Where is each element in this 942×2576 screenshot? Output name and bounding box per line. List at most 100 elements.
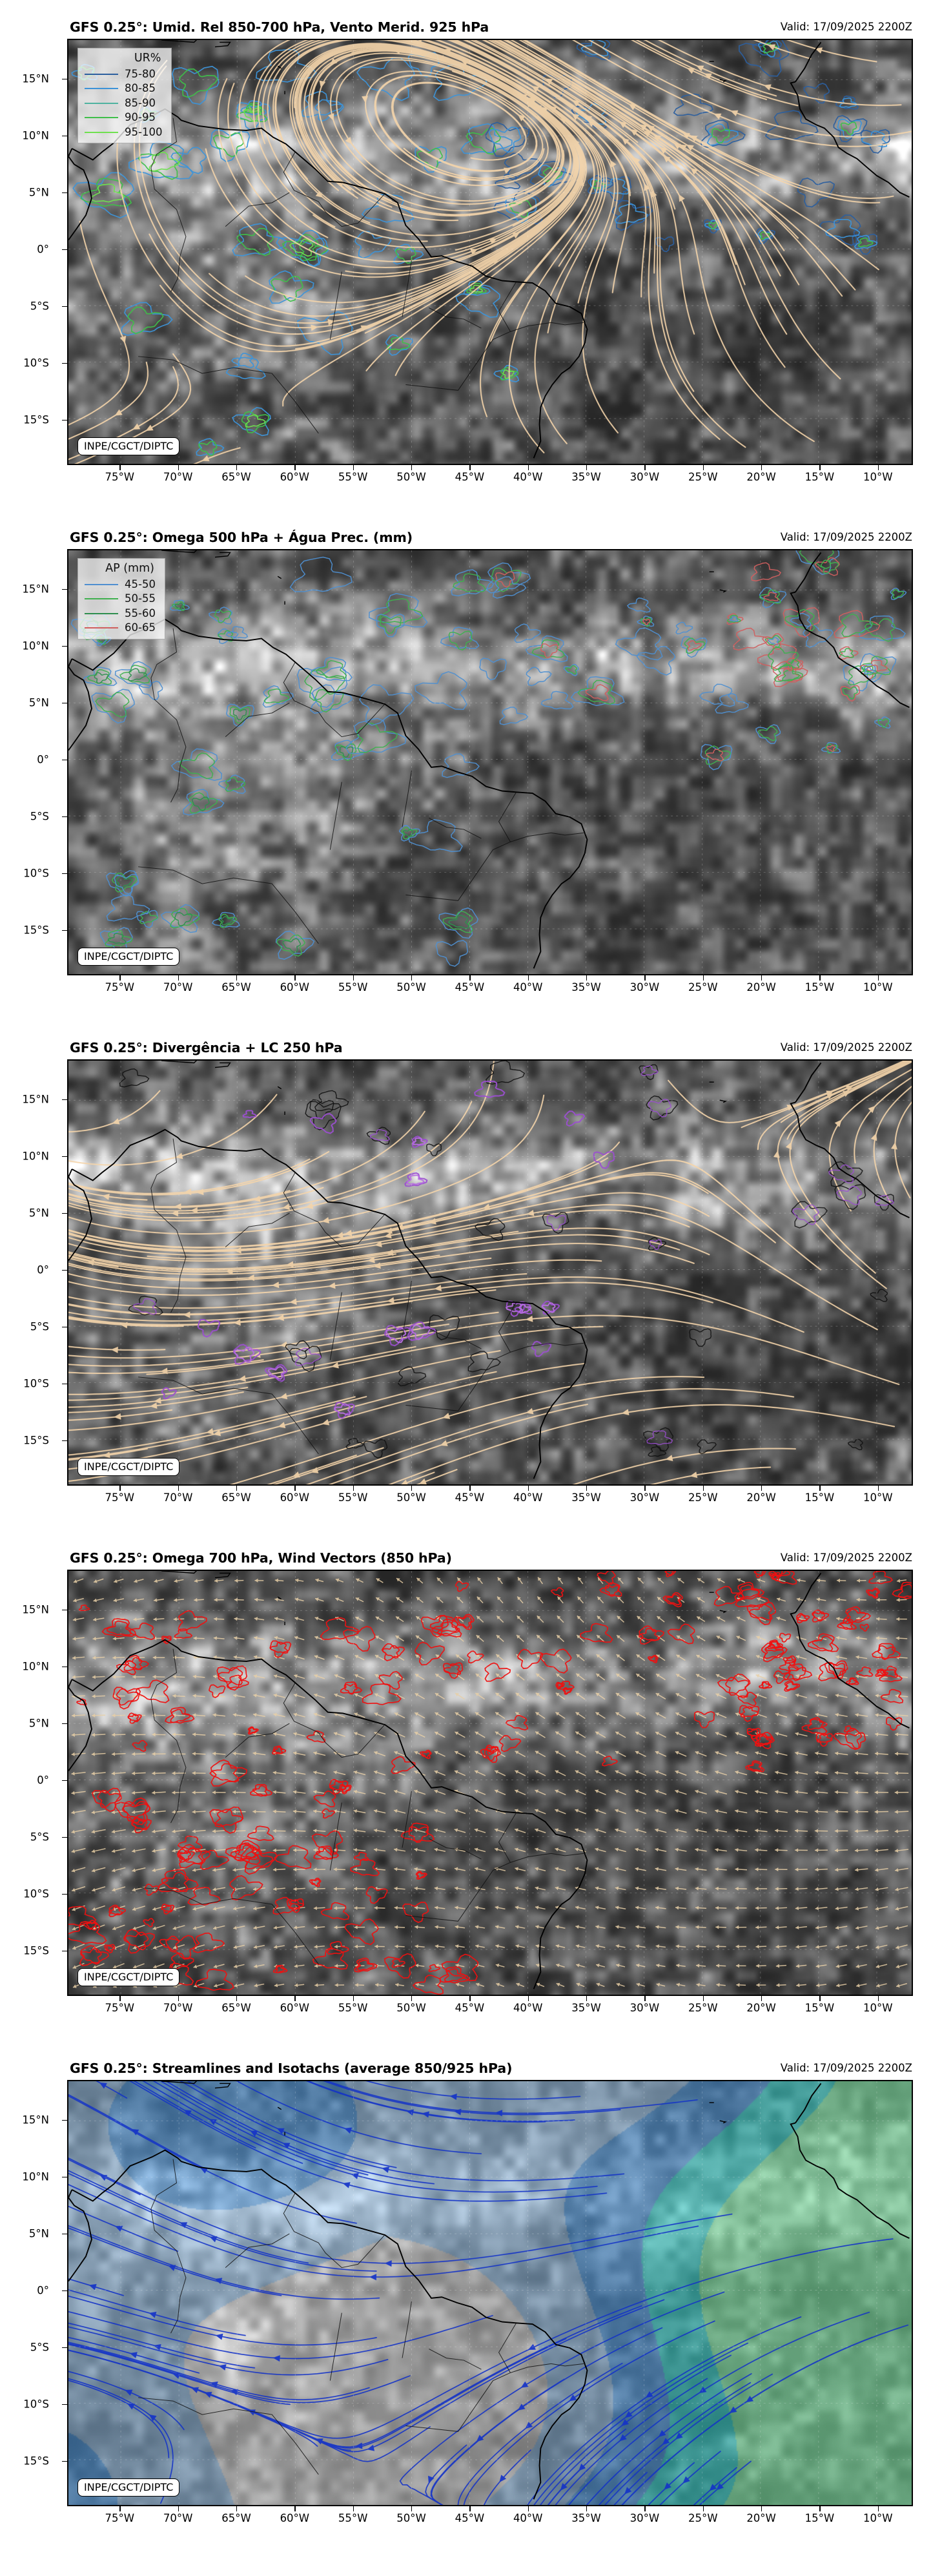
x-axis-tick-mark [819,1486,821,1491]
x-axis-tick-label: 40°W [513,1491,543,1504]
x-axis-tick-label: 20°W [746,471,776,483]
x-axis-tick-label: 40°W [513,471,543,483]
x-axis-tick-mark [819,975,821,981]
x-axis-tick-mark [119,465,121,470]
x-axis-tick-label: 35°W [571,2002,601,2014]
satellite-imagery [68,1571,912,1995]
y-axis-tick-mark [62,645,67,647]
map-plot-area[interactable]: INPE/CGCT/DIPTC [67,1570,913,1996]
x-axis-tick-label: 45°W [455,2512,485,2524]
x-axis-tick-mark [761,465,763,470]
y-axis-tick-label: 15°N [22,1603,49,1616]
x-axis-tick-label: 25°W [688,981,718,993]
legend-color-swatch [85,598,118,600]
panel-isotachs: GFS 0.25°: Streamlines and Isotachs (ave… [0,2061,942,2551]
y-axis-tick-mark [62,362,67,364]
x-axis-tick-mark [411,2506,413,2511]
y-axis-tick-mark [62,249,67,250]
x-axis-tick-mark [586,465,588,470]
y-axis-tick-label: 5°N [28,696,49,709]
legend-color-swatch [85,117,118,119]
x-axis-tick-label: 65°W [221,2512,251,2524]
x-axis-tick-mark [411,1996,413,2001]
x-axis-tick-label: 30°W [630,981,660,993]
map-plot-area[interactable]: INPE/CGCT/DIPTC [67,2080,913,2506]
legend-entry: 75-80 [85,68,162,80]
y-axis-tick-label: 10°S [23,2398,49,2411]
satellite-imagery [68,40,912,464]
x-axis-tick-label: 60°W [280,1491,310,1504]
legend-title: UR% [134,52,161,65]
x-axis-tick-mark [761,1996,763,2001]
x-axis-tick-mark [644,465,646,470]
y-axis-tick-mark [62,2119,67,2121]
legend-entry-label: 60-65 [125,621,156,634]
panel-header: GFS 0.25°: Streamlines and Isotachs (ave… [0,2061,942,2080]
y-axis-tick-mark [62,588,67,590]
map-plot-area[interactable]: AP (mm) 45-50 50-55 55-60 60-65 INPE/CGCT/DIP… [67,549,913,975]
y-axis-tick-label: 15°N [22,583,49,596]
x-axis-tick-mark [469,465,471,470]
x-axis-tick-label: 60°W [280,471,310,483]
x-axis-tick-mark [353,975,354,981]
y-axis-tick-label: 10°S [23,867,49,880]
x-axis-tick-label: 25°W [688,1491,718,1504]
x-axis-tick-mark [586,1486,588,1491]
map-plot-area[interactable]: UR% 75-80 80-85 85-90 90-95 95-100 INPE/CGCT/D… [67,39,913,465]
x-axis-tick-label: 30°W [630,1491,660,1504]
x-axis-tick-label: 70°W [163,1491,193,1504]
x-axis-tick-label: 55°W [338,471,368,483]
x-axis-tick-mark [644,1996,646,2001]
panel-header: GFS 0.25°: Umid. Rel 850-700 hPa, Vento … [0,19,942,39]
x-axis-tick-mark [469,975,471,981]
legend-entry: 50-55 [85,593,156,605]
y-axis-tick-label: 5°S [30,2341,49,2354]
panel-umid-rel: GFS 0.25°: Umid. Rel 850-700 hPa, Vento … [0,19,942,510]
valid-time-label: Valid: 17/09/2025 2200Z [780,2062,912,2074]
x-axis-tick-label: 10°W [863,2002,893,2014]
y-axis-tick-mark [62,419,67,421]
x-axis-tick-mark [178,975,179,981]
legend-color-swatch [85,627,118,629]
x-axis-tick-mark [761,1486,763,1491]
x-axis-tick-mark [586,1996,588,2001]
y-axis-tick-label: 0° [37,1263,49,1276]
x-axis-tick-label: 20°W [746,1491,776,1504]
x-axis-tick-label: 55°W [338,2512,368,2524]
institution-watermark: INPE/CGCT/DIPTC [77,948,180,966]
y-axis-tick-label: 10°N [22,2170,49,2183]
x-axis-tick-mark [178,1996,179,2001]
x-axis-tick-mark [411,1486,413,1491]
x-axis-tick-label: 25°W [688,471,718,483]
x-axis-tick-mark [353,465,354,470]
x-axis-tick-label: 55°W [338,981,368,993]
x-axis-tick-mark [527,1996,529,2001]
x-axis-tick-label: 15°W [804,981,835,993]
y-axis-tick-label: 15°S [23,1434,49,1447]
x-axis-tick-label: 30°W [630,2512,660,2524]
x-axis-tick-mark [119,2506,121,2511]
x-axis-tick-label: 40°W [513,2512,543,2524]
x-axis-tick-label: 65°W [221,471,251,483]
x-axis-tick-label: 75°W [105,471,135,483]
x-axis-tick-mark [119,1486,121,1491]
legend-entry: 90-95 [85,112,162,123]
x-axis-tick-label: 10°W [863,1491,893,1504]
x-axis-tick-label: 65°W [221,981,251,993]
x-axis-tick-mark [819,1996,821,2001]
x-axis-tick-mark [294,2506,296,2511]
panel-header: GFS 0.25°: Omega 500 hPa + Água Prec. (m… [0,530,942,549]
valid-time-label: Valid: 17/09/2025 2200Z [780,21,912,33]
y-axis-tick-label: 15°S [23,924,49,937]
x-axis-tick-label: 35°W [571,471,601,483]
panel-title: GFS 0.25°: Umid. Rel 850-700 hPa, Vento … [70,19,489,35]
x-axis-tick-label: 75°W [105,2512,135,2524]
x-axis-tick-mark [411,975,413,981]
map-plot-area[interactable]: INPE/CGCT/DIPTC [67,1059,913,1486]
y-axis-tick-mark [62,816,67,817]
y-axis-tick-mark [62,873,67,874]
y-axis-tick-label: 5°S [30,810,49,823]
x-axis-tick-mark [294,1486,296,1491]
y-axis-tick-mark [62,1440,67,1441]
panel-title: GFS 0.25°: Divergência + LC 250 hPa [70,1040,343,1055]
